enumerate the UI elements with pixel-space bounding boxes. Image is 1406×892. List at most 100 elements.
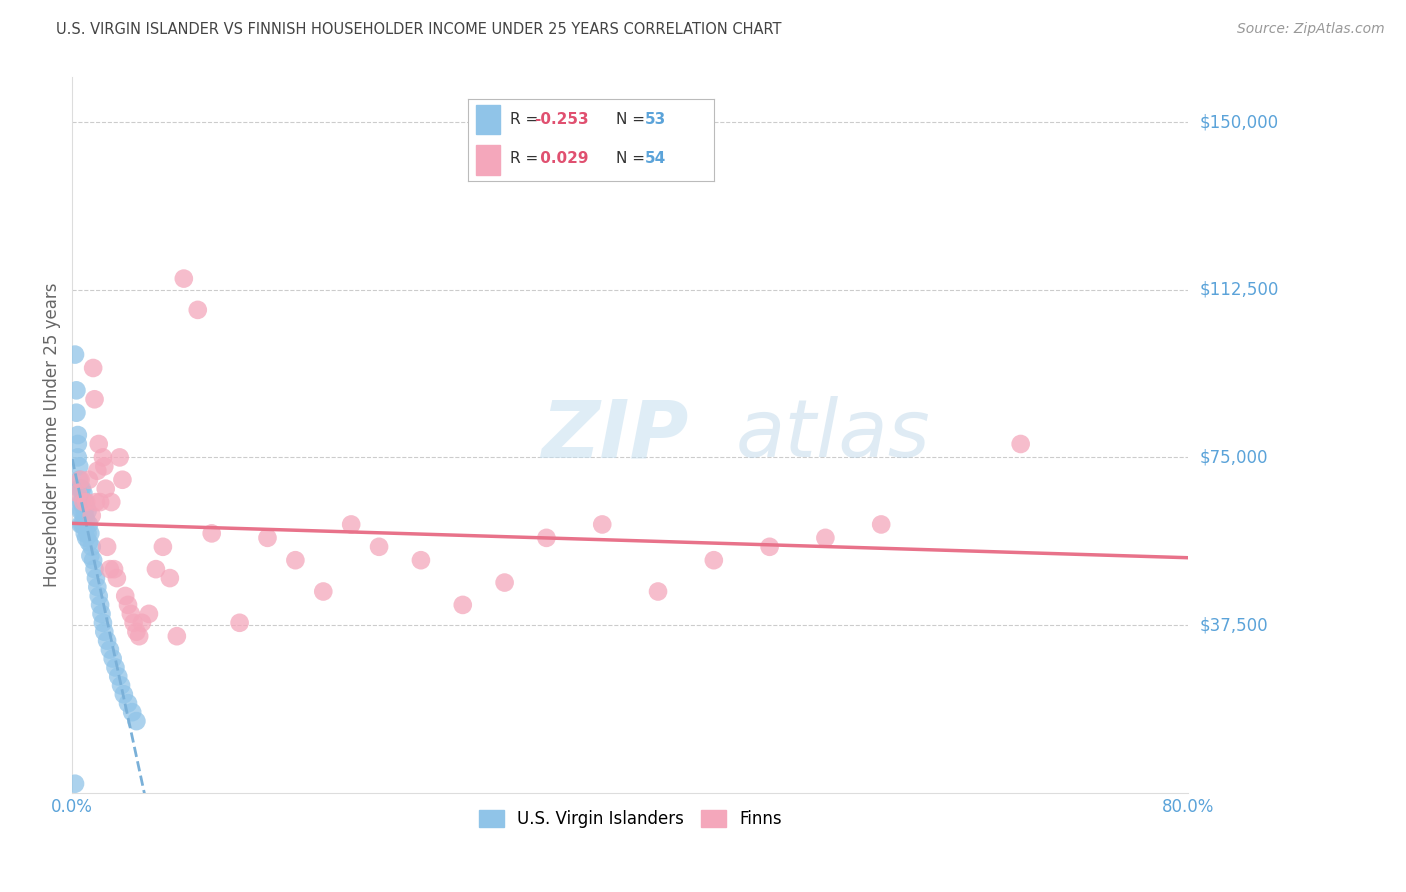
Point: [591, 517, 613, 532]
Text: Source: ZipAtlas.com: Source: ZipAtlas.com: [1237, 22, 1385, 37]
Point: [63, 777, 86, 791]
Point: [647, 584, 669, 599]
Point: [117, 598, 139, 612]
Point: [201, 526, 224, 541]
Point: [131, 615, 153, 630]
Text: $150,000: $150,000: [1199, 113, 1278, 131]
Point: [93, 459, 115, 474]
Point: [75, 513, 97, 527]
Point: [79, 549, 101, 563]
Point: [86, 580, 108, 594]
Point: [125, 714, 148, 728]
Point: [75, 531, 97, 545]
Point: [1010, 437, 1032, 451]
Point: [66, 428, 89, 442]
Point: [72, 500, 94, 514]
Point: [65, 384, 87, 398]
Point: [91, 615, 114, 630]
Text: $37,500: $37,500: [1199, 616, 1268, 634]
Point: [312, 584, 335, 599]
Point: [80, 508, 103, 523]
Point: [66, 437, 89, 451]
Point: [228, 615, 250, 630]
Point: [79, 526, 101, 541]
Point: [121, 705, 143, 719]
Point: [101, 651, 124, 665]
Point: [536, 531, 558, 545]
Point: [77, 517, 100, 532]
Text: ZIP: ZIP: [541, 396, 689, 474]
Point: [187, 302, 209, 317]
Point: [77, 535, 100, 549]
Point: [114, 589, 136, 603]
Point: [69, 482, 91, 496]
Point: [72, 517, 94, 532]
Point: [67, 459, 90, 474]
Point: [70, 495, 93, 509]
Point: [107, 669, 129, 683]
Legend: U.S. Virgin Islanders, Finns: U.S. Virgin Islanders, Finns: [472, 803, 789, 834]
Text: U.S. VIRGIN ISLANDER VS FINNISH HOUSEHOLDER INCOME UNDER 25 YEARS CORRELATION CH: U.S. VIRGIN ISLANDER VS FINNISH HOUSEHOL…: [56, 22, 782, 37]
Point: [69, 495, 91, 509]
Point: [70, 482, 93, 496]
Point: [66, 486, 89, 500]
Text: atlas: atlas: [737, 396, 931, 474]
Point: [89, 598, 111, 612]
Point: [76, 526, 98, 541]
Point: [70, 517, 93, 532]
Point: [814, 531, 837, 545]
Point: [120, 607, 142, 621]
Point: [89, 495, 111, 509]
Point: [75, 495, 97, 509]
Point: [284, 553, 307, 567]
Point: [86, 464, 108, 478]
Point: [451, 598, 474, 612]
Point: [145, 562, 167, 576]
Point: [159, 571, 181, 585]
Point: [112, 687, 135, 701]
Point: [105, 571, 128, 585]
Point: [870, 517, 893, 532]
Point: [73, 508, 96, 523]
Point: [90, 607, 112, 621]
Point: [166, 629, 188, 643]
Point: [94, 482, 117, 496]
Point: [103, 562, 125, 576]
Point: [77, 473, 100, 487]
Text: $75,000: $75,000: [1199, 449, 1268, 467]
Point: [98, 562, 121, 576]
Point: [83, 562, 105, 576]
Point: [340, 517, 363, 532]
Point: [67, 473, 90, 487]
Point: [65, 406, 87, 420]
Point: [70, 504, 93, 518]
Point: [69, 517, 91, 532]
Point: [83, 392, 105, 407]
Point: [96, 633, 118, 648]
Point: [87, 437, 110, 451]
Point: [703, 553, 725, 567]
Point: [409, 553, 432, 567]
Point: [152, 540, 174, 554]
Point: [93, 624, 115, 639]
Point: [122, 615, 145, 630]
Point: [111, 473, 134, 487]
Point: [128, 629, 150, 643]
Point: [69, 473, 91, 487]
Point: [138, 607, 160, 621]
Point: [494, 575, 516, 590]
Point: [67, 482, 90, 496]
Point: [72, 495, 94, 509]
Point: [98, 642, 121, 657]
Point: [84, 571, 107, 585]
Point: [368, 540, 391, 554]
Point: [84, 495, 107, 509]
Point: [117, 696, 139, 710]
Point: [63, 348, 86, 362]
Y-axis label: Householder Income Under 25 years: Householder Income Under 25 years: [44, 283, 60, 587]
Point: [108, 450, 131, 465]
Point: [73, 495, 96, 509]
Point: [82, 553, 104, 567]
Point: [75, 500, 97, 514]
Point: [758, 540, 780, 554]
